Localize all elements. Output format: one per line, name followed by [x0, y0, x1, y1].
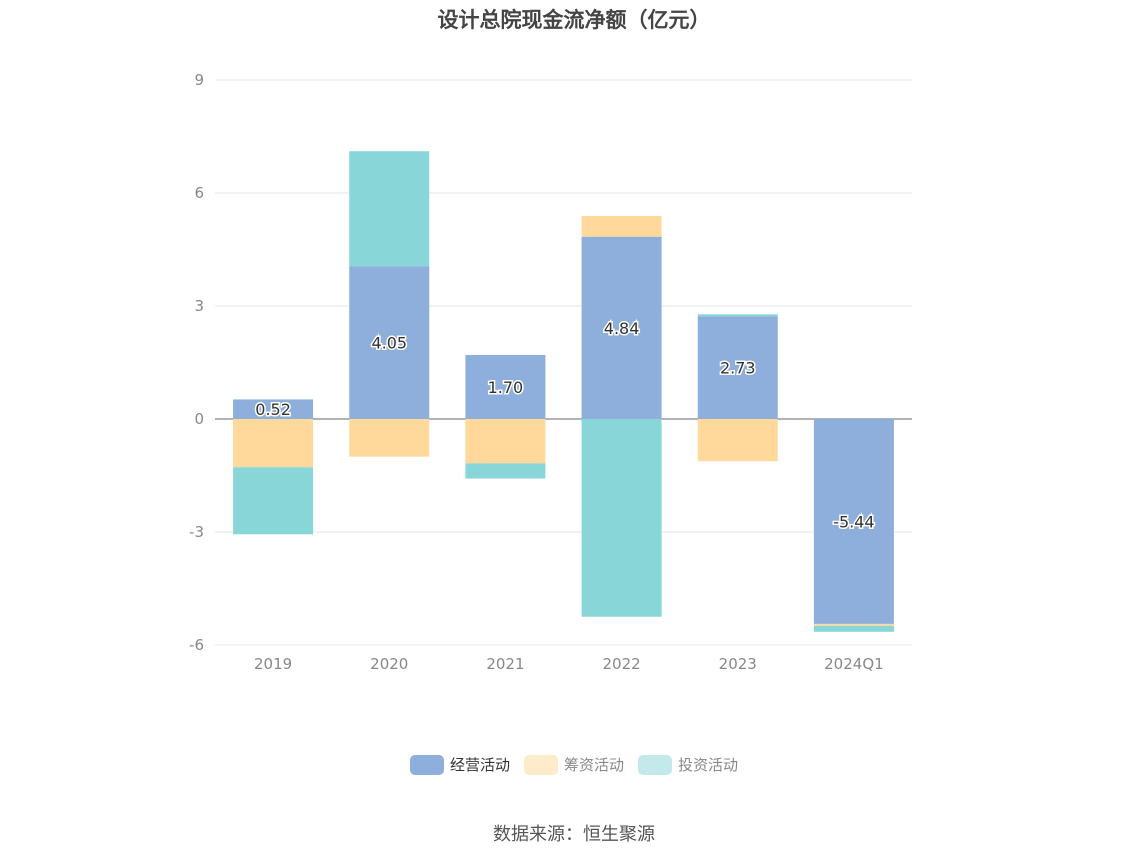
bar-investing-2023	[697, 314, 778, 317]
bar-investing-2024Q1	[813, 625, 894, 632]
chart-legend[interactable]: 经营活动 筹资活动 投资活动	[0, 754, 1148, 775]
data-label-2022: 4.84	[604, 319, 640, 338]
x-tick-label: 2022	[602, 655, 640, 673]
legend-item-financing[interactable]: 筹资活动	[523, 754, 624, 775]
y-tick-label: 0	[194, 410, 204, 428]
legend-label-investing: 投资活动	[678, 756, 739, 774]
y-tick-label: -6	[189, 636, 204, 654]
legend-item-investing[interactable]: 投资活动	[638, 754, 738, 775]
bar-operating-2019	[233, 399, 314, 419]
legend-item-operating[interactable]: 经营活动	[409, 754, 510, 775]
x-tick-label: 2021	[486, 655, 524, 673]
bar-investing-2020	[349, 151, 430, 267]
legend-swatch-financing	[523, 754, 558, 775]
y-tick-label: 3	[194, 297, 204, 315]
bar-operating-2022	[581, 236, 662, 419]
bar-investing-2022	[581, 419, 662, 617]
stacked-bar-chart: 9 6 3 0 -3 -6 2019 2020 2021 2022 2023 2024Q1 0.52 4.…	[189, 71, 912, 673]
bar-financing-2020	[349, 419, 430, 457]
y-tick-label: 6	[194, 184, 204, 202]
bar-financing-2022	[581, 215, 662, 237]
legend-label-operating: 经营活动	[449, 756, 510, 774]
bar-operating-2023	[697, 316, 778, 419]
y-tick-label: -3	[189, 523, 204, 541]
data-label-2023: 2.73	[720, 359, 756, 378]
data-label-2019: 0.52	[255, 400, 291, 419]
bar-investing-2021	[465, 463, 546, 479]
bar-financing-2023	[697, 419, 778, 462]
x-tick-label: 2019	[254, 655, 292, 673]
bar-operating-2020	[349, 266, 430, 419]
bar-financing-2024Q1	[813, 623, 894, 626]
chart-title: 设计总院现金流净额（亿元）	[437, 8, 711, 32]
x-tick-label: 2020	[370, 655, 408, 673]
x-tick-label: 2024Q1	[824, 655, 884, 673]
bar-financing-2021	[465, 419, 546, 464]
legend-swatch-investing	[638, 754, 672, 775]
bar-financing-2019	[233, 419, 314, 468]
data-source: 数据来源：恒生聚源	[493, 824, 655, 845]
legend-label-financing: 筹资活动	[563, 756, 624, 774]
y-tick-label: 9	[194, 71, 204, 89]
bar-operating-2024Q1	[813, 419, 894, 624]
bar-investing-2019	[233, 467, 314, 535]
x-tick-label: 2023	[719, 655, 757, 673]
legend-swatch-operating	[409, 754, 444, 775]
data-label-2024Q1: -5.44	[833, 512, 874, 531]
data-label-2021: 1.70	[488, 378, 524, 397]
data-label-2020: 4.05	[371, 334, 407, 353]
bar-operating-2021	[465, 354, 546, 419]
